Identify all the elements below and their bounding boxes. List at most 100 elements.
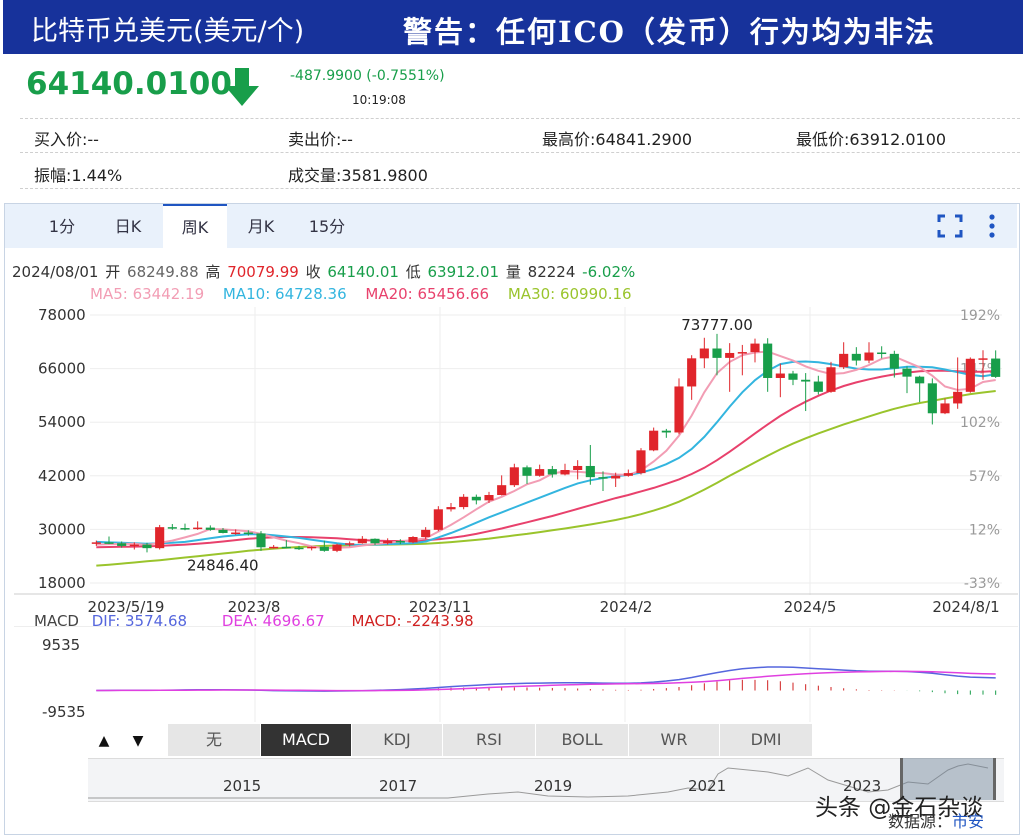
- info-low-label: 低: [405, 263, 421, 281]
- candle-body: [940, 403, 950, 414]
- ask-price: 卖出价:--: [288, 130, 353, 149]
- header-banner: 比特币兑美元(美元/个) 警告：任何ICO（发币）行为均为非法: [3, 0, 1023, 54]
- y-right-tick-label: 102%: [960, 415, 1000, 431]
- indicator-kdj-button[interactable]: KDJ: [352, 724, 442, 756]
- candle-body: [535, 469, 545, 476]
- time-navigator[interactable]: [88, 758, 1004, 802]
- max-price-annotation: 73777.00: [681, 316, 753, 334]
- candle-body: [687, 358, 697, 387]
- bid-price: 买入价:--: [34, 130, 99, 149]
- candle-body: [408, 536, 418, 543]
- candle-body: [674, 386, 684, 433]
- candle-body: [205, 527, 215, 530]
- candle-body: [319, 546, 329, 551]
- candle-body: [281, 546, 291, 549]
- info-low: 63912.01: [427, 263, 500, 281]
- fullscreen-icon[interactable]: [937, 214, 963, 238]
- ma20-line: [96, 369, 996, 549]
- candle-body: [750, 343, 760, 353]
- candlestick-chart[interactable]: 780006600054000420003000018000192%147%10…: [0, 300, 1026, 620]
- candle-body: [91, 542, 101, 544]
- data-source-link[interactable]: 市安: [952, 812, 985, 831]
- indicator-none-button[interactable]: 无: [168, 724, 260, 756]
- candle-body: [991, 358, 1001, 377]
- candle-body: [547, 469, 557, 475]
- x-tick-label: 2023/8: [228, 598, 281, 616]
- last-price: 64140.0100: [26, 66, 232, 102]
- tab-15min[interactable]: 15分: [308, 217, 346, 236]
- indicator-dmi-button[interactable]: DMI: [720, 724, 812, 756]
- y-tick-label: 42000: [38, 467, 86, 485]
- candle-body: [978, 358, 988, 360]
- candle-body: [522, 467, 532, 476]
- tab-1min[interactable]: 1分: [48, 217, 76, 236]
- indicator-wr-button[interactable]: WR: [629, 724, 719, 756]
- y-right-tick-label: 192%: [960, 308, 1000, 324]
- tab-monthly-k[interactable]: 月K: [247, 217, 275, 236]
- watermark: 头条 @金石杂谈: [815, 795, 984, 821]
- candle-body: [649, 430, 659, 451]
- candle-body: [497, 485, 507, 496]
- navigator-year-2021: 2021: [688, 777, 727, 795]
- zoom-out-button[interactable]: ▼: [126, 728, 150, 754]
- navigator-year-2023: 2023: [843, 777, 882, 795]
- candle-body: [332, 544, 342, 551]
- info-pct: -6.02%: [582, 263, 636, 281]
- tab-daily-k[interactable]: 日K: [114, 217, 142, 236]
- candle-body: [813, 381, 823, 392]
- candle-body: [459, 496, 469, 508]
- candle-body: [636, 450, 646, 474]
- candle-body: [788, 373, 798, 380]
- low-price: 最低价:63912.0100: [796, 130, 947, 149]
- navigator-year-2019: 2019: [534, 777, 573, 795]
- candle-body: [661, 430, 671, 433]
- volume: 成交量:3581.9800: [288, 166, 428, 185]
- candle-body: [307, 546, 317, 549]
- data-source: 数据源：市安: [888, 808, 984, 832]
- navigator-chart: [88, 758, 996, 800]
- candle-body: [915, 376, 925, 384]
- candle-body: [585, 465, 595, 478]
- min-price-annotation: 24846.40: [187, 556, 259, 574]
- candle-body: [801, 379, 811, 382]
- macd-y-tick: 9535: [42, 636, 80, 654]
- indicator-boll-button[interactable]: BOLL: [536, 724, 628, 756]
- candle-body: [294, 547, 304, 550]
- candle-body: [611, 475, 621, 479]
- navigator-year-2015: 2015: [223, 777, 262, 795]
- info-open-label: 开: [105, 263, 121, 281]
- macd-chart[interactable]: 9535 -9535: [0, 626, 1026, 726]
- info-high-label: 高: [205, 263, 221, 281]
- candle-body: [129, 544, 139, 547]
- candle-body: [155, 527, 165, 549]
- candle-body: [231, 532, 241, 535]
- price-change: -487.9900 (-0.7551%): [290, 68, 445, 84]
- candle-body: [864, 352, 874, 361]
- y-tick-label: 30000: [38, 520, 86, 538]
- candle-body: [421, 529, 431, 537]
- tab-weekly-k[interactable]: 周K: [163, 204, 227, 248]
- zoom-in-button[interactable]: ▲: [92, 728, 116, 754]
- ma-legend: MA5: 63442.19 MA10: 64728.36 MA20: 65456…: [90, 285, 634, 303]
- candle-body: [560, 469, 570, 475]
- ma10-label: MA10: 64728.36: [222, 285, 347, 303]
- amplitude: 振幅:1.44%: [34, 166, 123, 185]
- candle-body: [395, 541, 405, 543]
- candle-body: [573, 465, 583, 470]
- indicator-macd-button[interactable]: MACD: [261, 724, 351, 756]
- more-icon[interactable]: [985, 212, 999, 240]
- candle-body: [167, 527, 177, 529]
- candle-body: [243, 532, 253, 535]
- ico-warning: 警告：任何ICO（发币）行为均为非法: [403, 15, 936, 49]
- indicator-rsi-button[interactable]: RSI: [443, 724, 535, 756]
- candle-body: [269, 546, 279, 549]
- candle-body: [142, 544, 152, 549]
- y-tick-label: 54000: [38, 413, 86, 431]
- candle-body: [737, 352, 747, 354]
- info-date: 2024/08/01: [12, 263, 99, 281]
- x-tick-label: 2023/5/19: [88, 598, 165, 616]
- info-vol: 82224: [527, 263, 576, 281]
- y-right-tick-label: 57%: [969, 469, 1000, 485]
- candle-body: [826, 367, 836, 392]
- info-close: 64140.01: [327, 263, 399, 281]
